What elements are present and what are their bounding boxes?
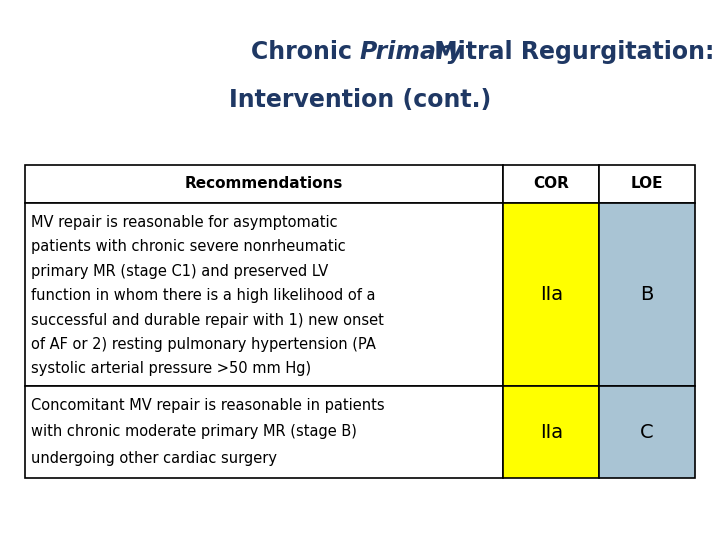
Bar bbox=[599, 203, 695, 386]
Bar bbox=[25, 165, 503, 203]
Text: Intervention (cont.): Intervention (cont.) bbox=[229, 88, 491, 112]
Bar bbox=[599, 386, 695, 478]
Text: Recommendations: Recommendations bbox=[185, 177, 343, 192]
Text: undergoing other cardiac surgery: undergoing other cardiac surgery bbox=[31, 450, 277, 465]
Bar bbox=[503, 165, 599, 203]
Text: COR: COR bbox=[534, 177, 570, 192]
Text: function in whom there is a high likelihood of a: function in whom there is a high likelih… bbox=[31, 288, 376, 303]
Text: Chronic: Chronic bbox=[251, 40, 360, 64]
Text: LOE: LOE bbox=[631, 177, 663, 192]
Text: with chronic moderate primary MR (stage B): with chronic moderate primary MR (stage … bbox=[31, 424, 357, 439]
Text: successful and durable repair with 1) new onset: successful and durable repair with 1) ne… bbox=[31, 313, 384, 328]
Text: primary MR (stage C1) and preserved LV: primary MR (stage C1) and preserved LV bbox=[31, 264, 328, 279]
Bar bbox=[503, 386, 599, 478]
Text: systolic arterial pressure >50 mm Hg): systolic arterial pressure >50 mm Hg) bbox=[31, 361, 311, 376]
Text: B: B bbox=[640, 285, 654, 304]
Bar bbox=[25, 203, 503, 386]
Text: Mitral Regurgitation:: Mitral Regurgitation: bbox=[426, 40, 714, 64]
Text: patients with chronic severe nonrheumatic: patients with chronic severe nonrheumati… bbox=[31, 239, 346, 254]
Bar bbox=[25, 386, 503, 478]
Bar bbox=[599, 165, 695, 203]
Text: Primary: Primary bbox=[360, 40, 464, 64]
Text: C: C bbox=[640, 422, 654, 442]
Bar bbox=[503, 203, 599, 386]
Text: IIa: IIa bbox=[540, 285, 563, 304]
Text: MV repair is reasonable for asymptomatic: MV repair is reasonable for asymptomatic bbox=[31, 215, 338, 230]
Text: IIa: IIa bbox=[540, 422, 563, 442]
Text: of AF or 2) resting pulmonary hypertension (PA: of AF or 2) resting pulmonary hypertensi… bbox=[31, 337, 376, 352]
Text: Concomitant MV repair is reasonable in patients: Concomitant MV repair is reasonable in p… bbox=[31, 398, 384, 413]
